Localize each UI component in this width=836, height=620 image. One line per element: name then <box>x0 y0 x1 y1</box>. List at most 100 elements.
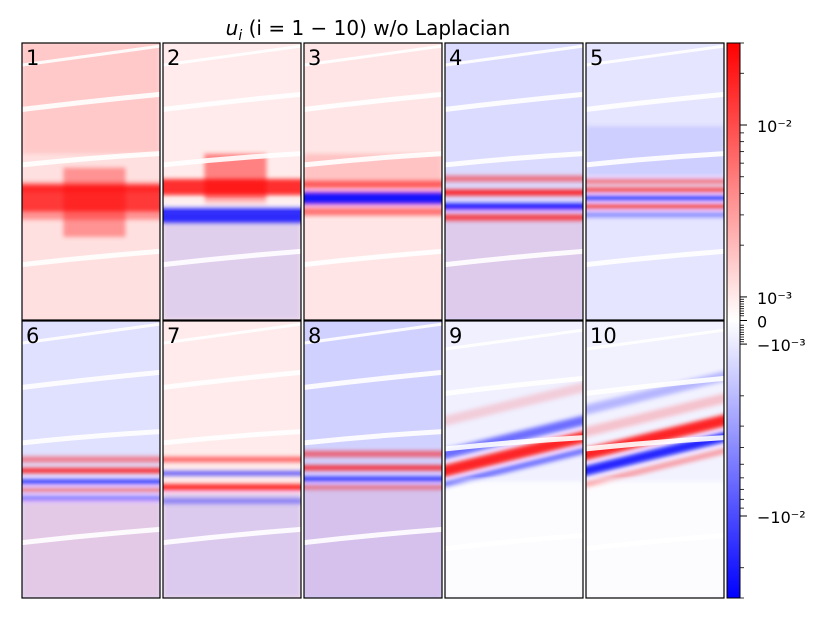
white-streak <box>304 526 442 546</box>
white-streak <box>22 429 160 446</box>
heatmap-panel-10: 10 <box>585 320 725 599</box>
heatmap-field <box>22 321 160 598</box>
color-patch <box>163 492 301 598</box>
value-band <box>22 487 160 492</box>
panel-label: 8 <box>308 324 321 348</box>
value-band <box>586 448 724 488</box>
panel-frame <box>303 320 443 599</box>
value-band <box>163 471 301 476</box>
white-streak <box>586 44 724 67</box>
white-streak <box>586 248 724 268</box>
heatmap-field <box>445 43 583 320</box>
heatmap-panel-8: 8 <box>303 320 443 599</box>
heatmap-panel-2: 2 <box>162 42 302 321</box>
color-patch <box>586 126 724 176</box>
value-band <box>163 201 301 206</box>
white-streak <box>304 322 442 345</box>
panel-frame <box>162 42 302 321</box>
value-band <box>445 382 583 426</box>
white-streak <box>163 322 301 345</box>
value-band <box>22 468 160 474</box>
white-streak <box>163 151 301 168</box>
heatmap-field <box>22 43 160 320</box>
white-streak <box>304 91 442 112</box>
heatmap-panel-6: 6 <box>21 320 161 599</box>
colorbar-tick-label: 10⁻³ <box>757 289 792 308</box>
value-band <box>163 498 301 504</box>
heatmap-panel-3: 3 <box>303 42 443 321</box>
white-streak <box>304 44 442 67</box>
colorbar: 10⁻² 10⁻³ 0 −10⁻³ −10⁻² <box>726 42 806 599</box>
white-streak <box>586 151 724 168</box>
value-band <box>586 196 724 201</box>
colorbar-gradient <box>726 42 741 599</box>
white-streak <box>586 375 724 396</box>
heatmap-field <box>304 321 442 598</box>
white-streak <box>445 375 583 396</box>
value-band <box>445 431 583 477</box>
panel-frame <box>444 320 584 599</box>
heatmap-panel-9: 9 <box>444 320 584 599</box>
value-band <box>163 484 301 491</box>
white-streak <box>445 435 583 452</box>
value-band <box>445 189 583 196</box>
value-band <box>586 414 724 461</box>
color-patch <box>304 487 442 598</box>
color-patch <box>445 209 583 320</box>
panel-label: 7 <box>167 324 180 348</box>
white-streak <box>22 91 160 112</box>
panel-label: 6 <box>26 324 39 348</box>
value-band <box>445 175 583 182</box>
heatmap-panel-5: 5 <box>585 42 725 321</box>
figure-title: ui (i = 1 − 10) w/o Laplacian <box>226 16 511 44</box>
value-band <box>445 448 583 488</box>
panel-frame <box>303 42 443 321</box>
white-streak <box>586 328 724 351</box>
white-streak <box>445 151 583 168</box>
white-streak <box>22 369 160 390</box>
value-band <box>22 182 160 193</box>
panel-label: 1 <box>26 46 39 70</box>
white-streak <box>163 44 301 67</box>
color-patch <box>163 214 301 320</box>
heatmap-panel-4: 4 <box>444 42 584 321</box>
panel-label: 9 <box>449 324 462 348</box>
white-streak <box>304 369 442 390</box>
value-band <box>586 179 724 184</box>
panel-frame <box>444 42 584 321</box>
value-band <box>445 214 583 221</box>
value-band <box>586 187 724 192</box>
white-streak <box>445 91 583 112</box>
white-streak <box>445 328 583 351</box>
colorbar-tick-label: 0 <box>757 313 767 332</box>
panel-frame <box>21 42 161 321</box>
heatmap-panels: 1 2 3 4 5 6 7 8 9 10 <box>21 42 725 599</box>
value-band <box>304 485 442 490</box>
panel-label: 2 <box>167 46 180 70</box>
white-streak <box>586 435 724 452</box>
heatmap-field <box>304 43 442 320</box>
white-streak <box>22 44 160 67</box>
white-streak <box>163 248 301 268</box>
heatmap-field <box>586 321 724 598</box>
value-band <box>22 479 160 484</box>
white-streak <box>445 44 583 67</box>
value-band <box>304 208 442 216</box>
white-streak <box>163 429 301 446</box>
value-band <box>445 415 583 460</box>
white-streak <box>304 151 442 168</box>
value-band <box>304 450 442 457</box>
heatmap-panel-1: 1 <box>21 42 161 321</box>
value-band <box>304 465 442 471</box>
panel-label: 10 <box>590 324 617 348</box>
panel-label: 4 <box>449 46 462 70</box>
panel-frame <box>585 320 725 599</box>
color-patch <box>22 501 160 598</box>
value-band <box>163 457 301 462</box>
panel-label: 3 <box>308 46 321 70</box>
panel-label: 5 <box>590 46 603 70</box>
colorbar-tick-label: −10⁻³ <box>757 336 806 355</box>
value-band <box>304 476 442 481</box>
value-band <box>304 180 442 188</box>
